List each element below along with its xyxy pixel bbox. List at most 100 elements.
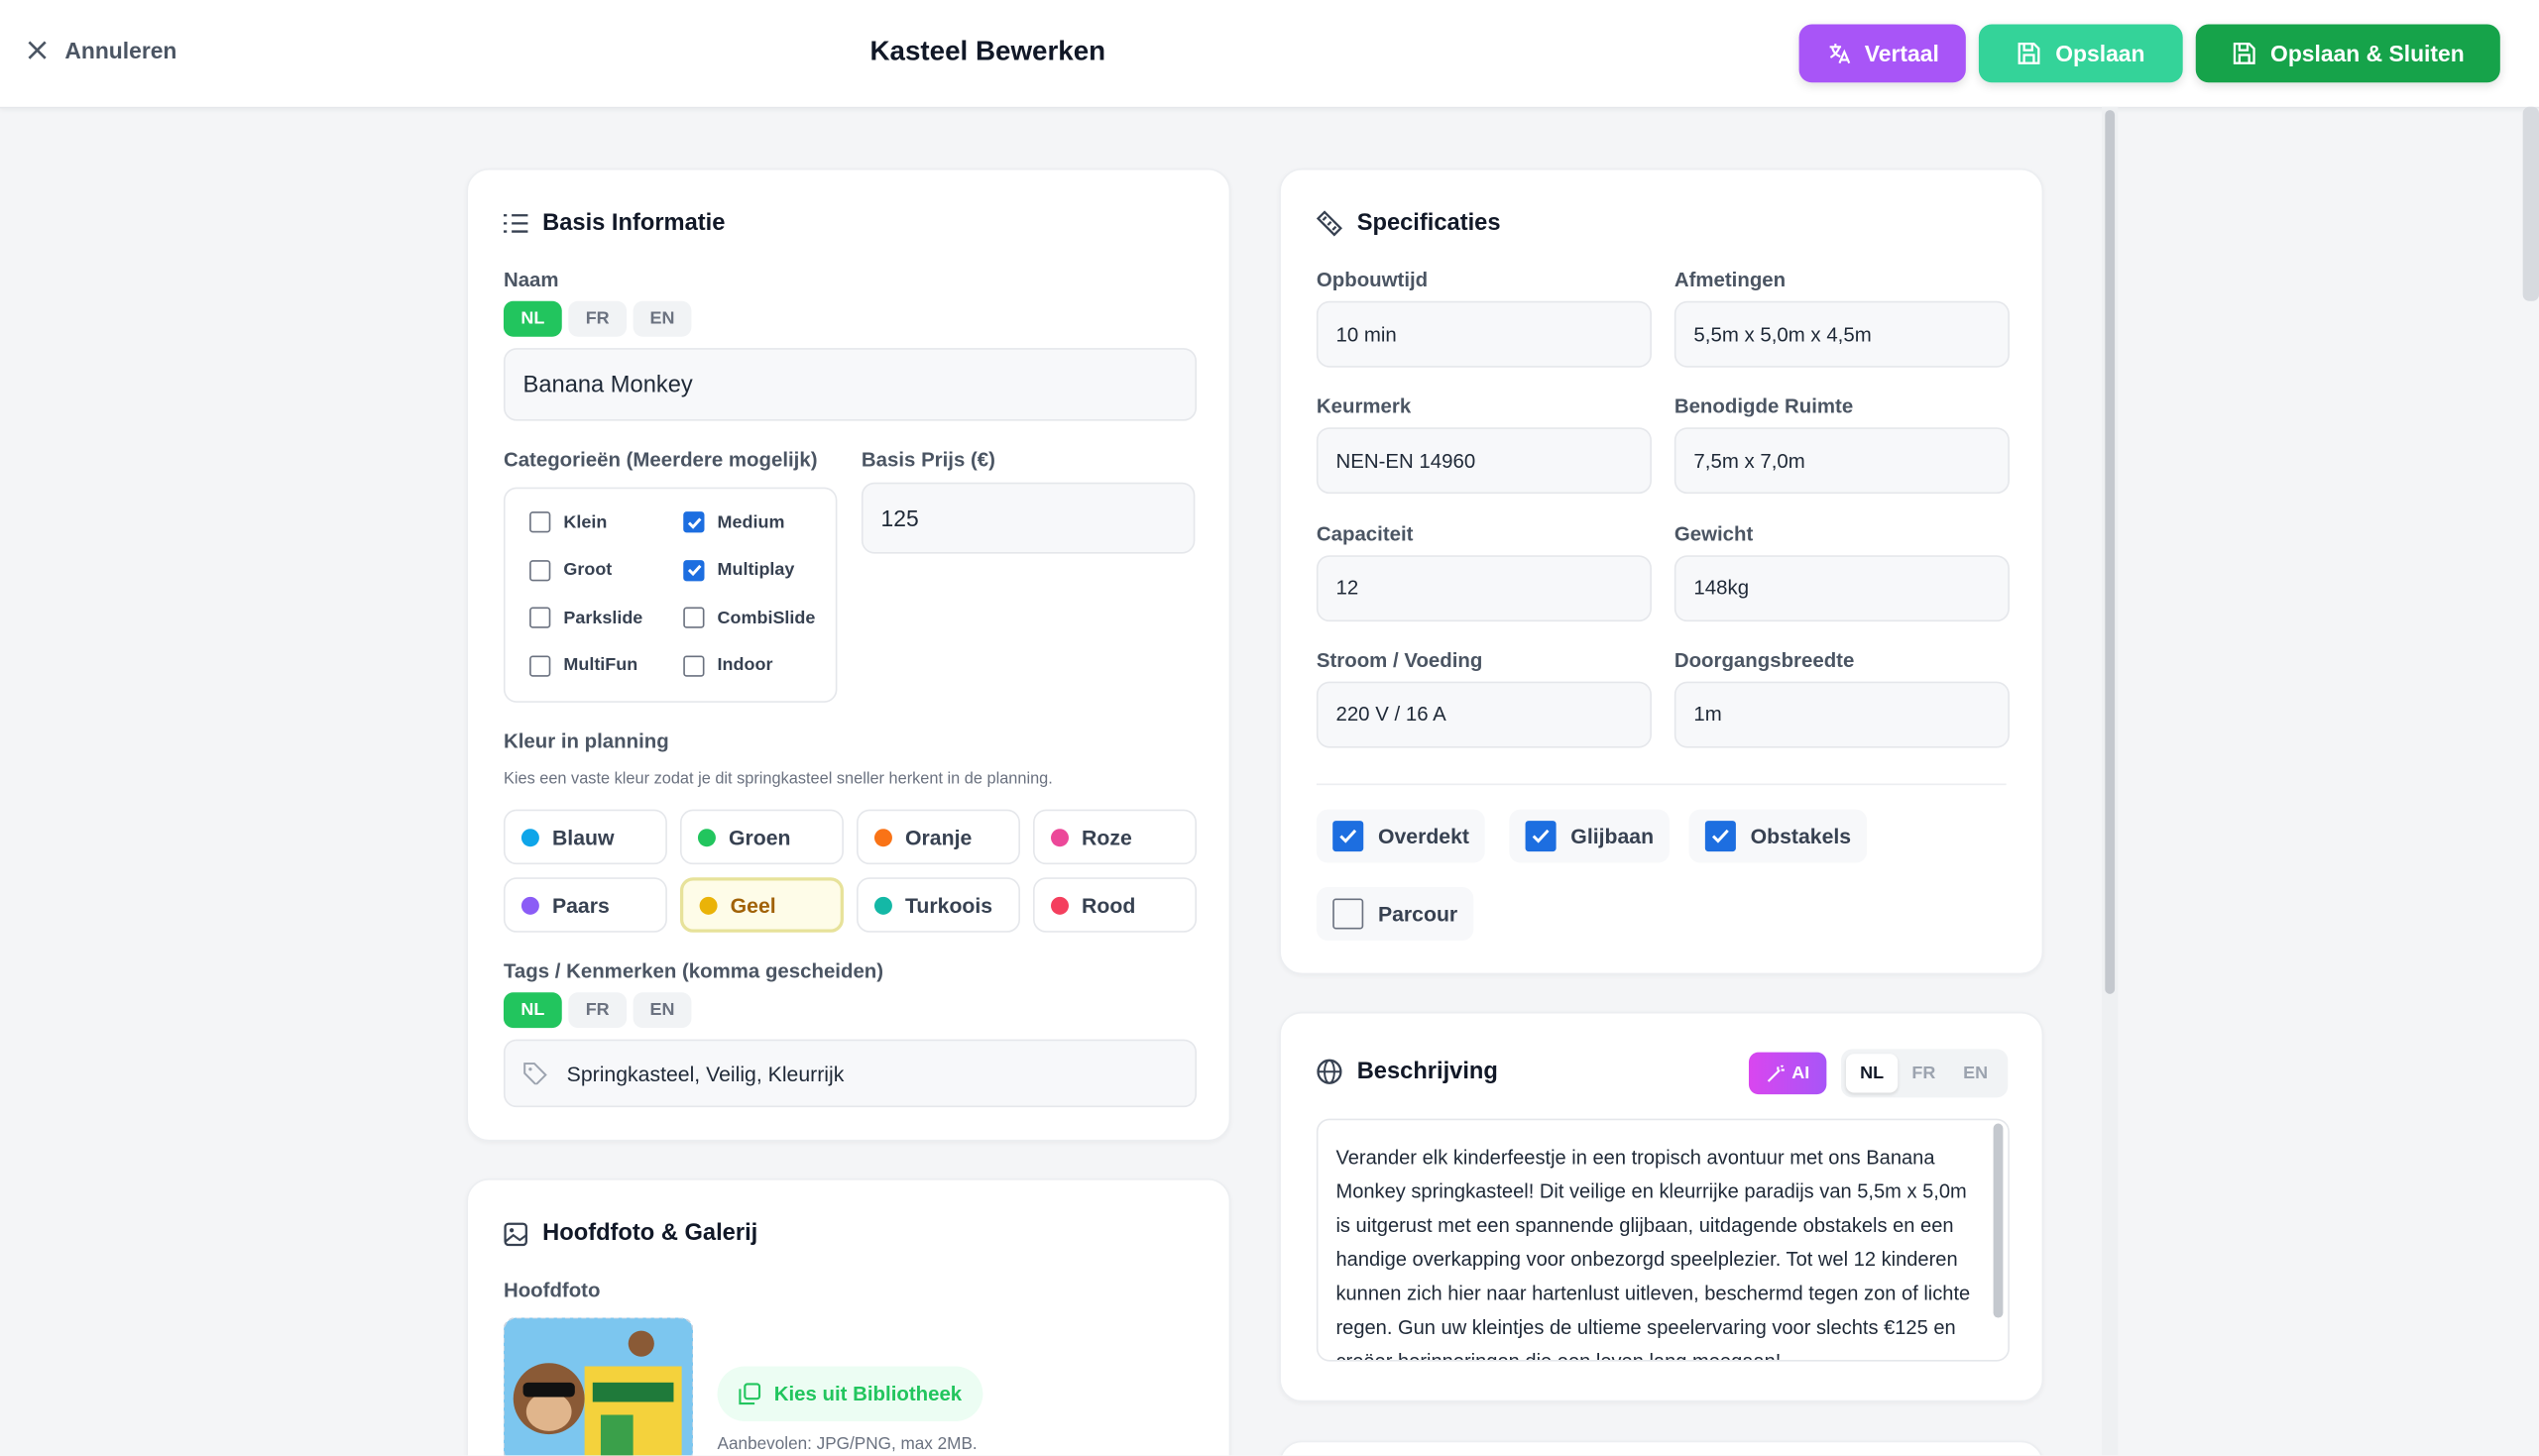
category-option[interactable]: Multiplay [683, 559, 794, 581]
category-option[interactable]: Klein [529, 511, 608, 533]
category-option[interactable]: Groot [529, 559, 613, 581]
color-option[interactable]: Roze [1033, 809, 1198, 865]
category-label: Indoor [717, 655, 773, 676]
field-label: Doorgangsbreedte [1673, 648, 1855, 672]
color-option[interactable]: Paars [503, 877, 667, 933]
category-option[interactable]: MultiFun [529, 654, 637, 676]
tag-icon [523, 1063, 547, 1085]
field-input[interactable]: 7,5m x 7,0m [1673, 427, 2010, 495]
cancel-text: Annuleren [64, 37, 177, 63]
color-option[interactable]: Oranje [857, 809, 1020, 865]
feature-option[interactable]: Parcour [1316, 887, 1474, 941]
color-dot [873, 828, 892, 846]
divider [1316, 783, 2007, 786]
save-button[interactable]: Opslaan [1978, 24, 2183, 83]
color-label: Paars [551, 892, 610, 918]
color-hint: Kies een vaste kleur zodat je dit spring… [503, 770, 1053, 789]
card-title: Beschrijving [1317, 1059, 1498, 1084]
language-tab[interactable]: NL [503, 300, 562, 337]
field-input[interactable]: 10 min [1316, 300, 1652, 368]
feature-label: Overdekt [1377, 824, 1470, 848]
checkbox[interactable] [683, 511, 705, 533]
color-label: Groen [728, 825, 791, 849]
language-tab[interactable]: NL [503, 992, 562, 1029]
category-option[interactable]: Medium [683, 511, 784, 533]
tags-input[interactable]: Springkasteel, Veilig, Kleurrijk [503, 1039, 1198, 1108]
category-option[interactable]: CombiSlide [683, 607, 815, 628]
language-tab[interactable]: EN [633, 992, 692, 1029]
category-option[interactable]: Parkslide [529, 607, 643, 628]
check-icon [1339, 829, 1357, 843]
color-option[interactable]: Turkoois [857, 877, 1020, 933]
price-label: Basis Prijs (€) [861, 448, 995, 472]
language-tab[interactable]: FR [568, 300, 628, 337]
tags-label: Tags / Kenmerken (komma gescheiden) [503, 959, 884, 983]
globe-icon [1317, 1059, 1342, 1084]
language-tab[interactable]: EN [1963, 1064, 1989, 1083]
checkbox[interactable] [1525, 821, 1557, 852]
color-option[interactable]: Blauw [503, 809, 667, 865]
translate-button[interactable]: Vertaal [1798, 24, 1966, 83]
field-input[interactable]: 148kg [1673, 554, 2010, 621]
card-title-text: Basis Informatie [542, 210, 726, 237]
color-label: Turkoois [905, 892, 993, 918]
checkbox[interactable] [683, 607, 705, 628]
language-tabs: NL FR EN [503, 992, 692, 1029]
checkbox[interactable] [1332, 898, 1364, 930]
close-icon [28, 41, 47, 59]
field-input[interactable]: NEN-EN 14960 [1316, 427, 1652, 495]
color-label: Roze [1082, 825, 1132, 849]
field-label: Benodigde Ruimte [1673, 395, 1854, 418]
checkbox[interactable] [683, 654, 705, 676]
field-input[interactable]: 5,5m x 5,0m x 4,5m [1673, 300, 2010, 368]
library-button[interactable]: Kies uit Bibliotheek [717, 1366, 983, 1422]
category-option[interactable]: Indoor [683, 654, 773, 676]
feature-option[interactable]: Glijbaan [1509, 809, 1671, 863]
language-tab[interactable]: NL [1845, 1054, 1899, 1093]
checkbox[interactable] [529, 511, 551, 533]
field-label: Opbouwtijd [1316, 269, 1429, 291]
feature-option[interactable]: Overdekt [1316, 809, 1486, 863]
wand-icon [1766, 1064, 1785, 1081]
checkbox[interactable] [1332, 821, 1364, 852]
cancel-button[interactable]: Annuleren [26, 38, 176, 63]
check-icon [687, 564, 701, 577]
field-input[interactable]: 1m [1673, 681, 2010, 748]
ai-button[interactable]: AI [1748, 1052, 1827, 1095]
color-option[interactable]: Rood [1033, 877, 1198, 933]
color-option[interactable]: Geel [679, 877, 844, 933]
language-tab[interactable]: FR [1911, 1064, 1936, 1083]
check-icon [687, 516, 701, 528]
list-icon [503, 214, 528, 233]
language-tabs: NL FR EN [503, 300, 692, 337]
category-label: Parkslide [563, 608, 643, 627]
save-close-button[interactable]: Opslaan & Sluiten [2195, 24, 2500, 83]
checkbox[interactable] [529, 607, 551, 628]
category-label: Klein [563, 511, 608, 532]
card-title-text: Specificaties [1356, 210, 1501, 237]
field-input[interactable]: 220 V / 16 A [1316, 681, 1652, 748]
basic-info-card: Basis Informatie Naam NL FR EN Banana Monk… [466, 168, 1231, 1142]
name-input[interactable]: Banana Monkey [503, 348, 1198, 421]
category-label: Groot [563, 560, 613, 580]
color-label: Kleur in planning [503, 729, 669, 753]
description-text: Verander elk kinderfeestje in een tropis… [1335, 1146, 1971, 1362]
photo-label: Hoofdfoto [503, 1279, 601, 1302]
checkbox[interactable] [529, 559, 551, 581]
checkbox[interactable] [529, 654, 551, 676]
checkbox[interactable] [1704, 821, 1736, 852]
field-input[interactable]: 12 [1316, 554, 1652, 621]
checkbox[interactable] [683, 559, 705, 581]
color-dot [699, 896, 718, 914]
language-tab[interactable]: FR [568, 992, 628, 1029]
color-option[interactable]: Groen [679, 809, 844, 865]
save-text: Opslaan [2055, 40, 2145, 66]
description-textarea[interactable]: Verander elk kinderfeestje in een tropis… [1316, 1118, 2010, 1362]
language-tab[interactable]: EN [633, 300, 692, 337]
feature-option[interactable]: Obstakels [1688, 809, 1868, 863]
price-input[interactable]: 125 [861, 482, 1196, 554]
color-dot [520, 896, 539, 914]
categories-label: Categorieën (Meerdere mogelijk) [503, 448, 818, 472]
library-text: Kies uit Bibliotheek [773, 1382, 963, 1405]
